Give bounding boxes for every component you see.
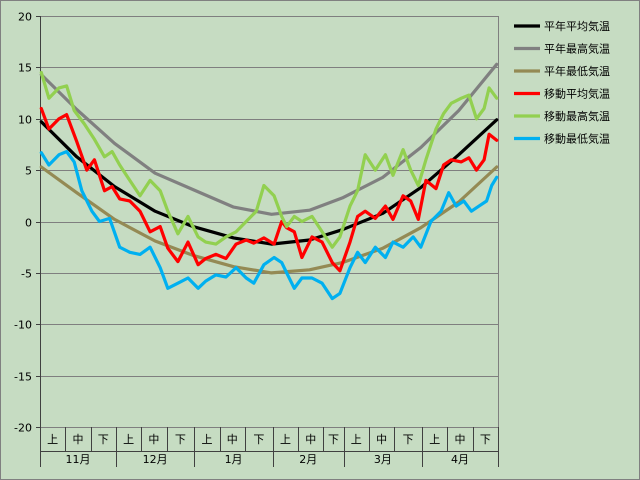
series-line-2	[39, 165, 499, 275]
period-label: 中	[148, 433, 159, 446]
y-tick-label: 20	[18, 11, 32, 24]
axes: 20151050-5-10-15-20上中下11月上中下12月上中下1月上中下2…	[14, 11, 499, 467]
period-label: 上	[47, 433, 58, 446]
period-label: 下	[328, 433, 339, 446]
period-label: 下	[253, 433, 264, 446]
month-label: 3月	[374, 453, 392, 466]
series-line-5	[39, 150, 499, 301]
period-label: 上	[123, 433, 134, 446]
legend-entry: 平年平均気温	[544, 19, 610, 33]
month-label: 11月	[65, 453, 90, 466]
y-tick-label: 10	[18, 114, 32, 127]
y-tick-label: -10	[14, 319, 32, 332]
month-label: 4月	[451, 453, 469, 466]
period-label: 上	[351, 433, 362, 446]
period-label: 中	[376, 433, 387, 446]
period-label: 上	[429, 433, 440, 446]
y-tick-label: -20	[14, 422, 32, 435]
legend-entry: 移動最低気温	[544, 132, 610, 146]
series-line-4	[39, 70, 499, 249]
period-label: 下	[98, 433, 109, 446]
y-tick-label: 0	[25, 217, 32, 230]
period-label: 下	[480, 433, 491, 446]
period-label: 中	[455, 433, 466, 446]
y-tick-label: -5	[21, 268, 32, 281]
period-label: 中	[227, 433, 238, 446]
y-tick-label: -15	[14, 371, 32, 384]
month-label: 2月	[299, 453, 317, 466]
legend-entry: 移動最高気温	[544, 109, 610, 123]
period-label: 上	[202, 433, 213, 446]
y-tick-label: 15	[18, 62, 32, 75]
legend-entry: 移動平均気温	[544, 87, 610, 101]
y-tick-label: 5	[25, 165, 32, 178]
series-line-1	[39, 62, 499, 216]
month-label: 1月	[225, 453, 243, 466]
period-label: 中	[72, 433, 83, 446]
period-label: 下	[403, 433, 414, 446]
month-label: 12月	[143, 453, 168, 466]
period-label: 下	[175, 433, 186, 446]
period-label: 上	[280, 433, 291, 446]
legend-entry: 平年最高気温	[544, 42, 610, 56]
series-lines	[39, 62, 499, 301]
legend-entry: 平年最低気温	[544, 64, 610, 78]
period-label: 中	[305, 433, 316, 446]
series-line-3	[39, 106, 499, 273]
